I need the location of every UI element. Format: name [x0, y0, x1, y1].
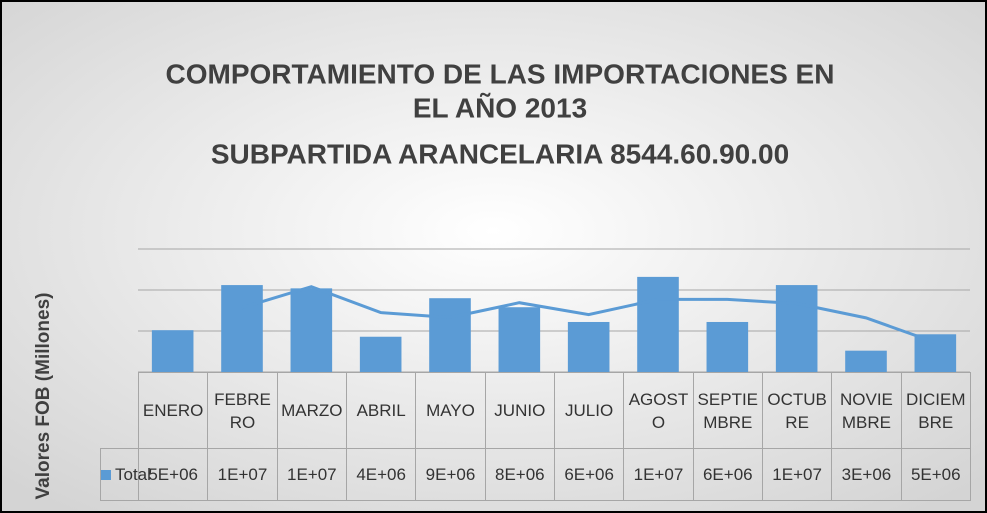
data-label-text: 1E+07: [287, 465, 337, 484]
chart-title: COMPORTAMIENTO DE LAS IMPORTACIONES EN: [166, 58, 835, 89]
data-label: 6E+06: [692, 448, 763, 501]
x-tick-label: ENERO: [137, 372, 209, 449]
bar: [775, 285, 818, 372]
data-label-text: 1E+07: [772, 465, 822, 484]
trendline: [241, 285, 936, 344]
x-tick-label: OCTUBRE: [761, 372, 833, 449]
data-label-text: 6E+06: [702, 465, 753, 484]
bar: [845, 350, 887, 372]
x-tick-label-text: DICIEMBRE: [906, 389, 966, 432]
x-tick-label: SEPTIEMBRE: [692, 372, 763, 449]
x-tick-label-text: JUNIO: [494, 401, 546, 420]
data-label-text: 1E+07: [633, 465, 684, 484]
bar: [637, 276, 679, 372]
x-tick-label-text: SEPTIEMBRE: [697, 389, 759, 432]
data-label-text: 4E+06: [356, 465, 406, 484]
x-tick-label: ABRIL: [345, 372, 417, 449]
x-tick-label-text: FEBRERO: [214, 389, 271, 432]
x-tick-label-text: ABRIL: [356, 401, 406, 420]
data-label-text: 5E+06: [148, 465, 198, 484]
bar: [429, 298, 471, 372]
data-label-text: 3E+06: [841, 465, 892, 484]
data-table: ENERO FEBRERO MARZO ABRIL MAYO JUNIO JULIO AGOS…: [100, 372, 971, 501]
x-tick-label: MAYO: [415, 372, 486, 449]
x-tick-label: MARZO: [276, 372, 347, 449]
legend-entry: Total: [100, 448, 151, 501]
x-tick-label: NOVIEMBRE: [831, 372, 902, 449]
data-label: 1E+07: [623, 448, 694, 501]
x-tick-label-text: MAYO: [426, 401, 475, 420]
table-row: ENERO FEBRERO MARZO ABRIL MAYO JUNIO JULIO AGOS…: [100, 372, 971, 449]
table-corner: [100, 372, 139, 449]
data-label: 4E+06: [345, 448, 417, 501]
data-label-text: 5E+06: [910, 465, 961, 484]
table-row: Total 5E+06 1E+07 1E+07 4E+06 9E+06 8E+06 6E+06…: [100, 448, 971, 501]
x-tick-label-text: JULIO: [565, 401, 614, 420]
x-tick-label: JUNIO: [484, 372, 555, 449]
bar: [498, 307, 541, 372]
data-label: 1E+07: [207, 448, 278, 501]
data-label: 9E+06: [415, 448, 486, 501]
x-tick-label-text: MARZO: [281, 401, 343, 420]
x-tick-label-text: NOVIEMBRE: [839, 389, 893, 432]
x-tick-label: AGOSTO: [623, 372, 694, 449]
data-label: 6E+06: [553, 448, 625, 501]
x-tick-label: JULIO: [553, 372, 625, 449]
bar: [567, 321, 610, 372]
data-label-text: 9E+06: [425, 465, 476, 484]
data-label: 8E+06: [484, 448, 555, 501]
data-label: 5E+06: [900, 448, 971, 501]
x-tick-label: FEBRERO: [207, 372, 278, 449]
bar: [290, 288, 333, 372]
x-tick-label-text: ENERO: [142, 401, 204, 420]
chart-title: EL AÑO 2013: [413, 92, 587, 123]
data-label: 3E+06: [831, 448, 902, 501]
y-axis-label: Valores FOB (Millones): [33, 293, 54, 500]
bar: [151, 330, 194, 372]
bar: [359, 336, 402, 372]
data-label-text: 1E+07: [217, 465, 268, 484]
bar: [706, 321, 749, 372]
x-tick-label-text: AGOSTO: [628, 389, 689, 432]
legend-label: Total: [115, 465, 151, 484]
x-tick-label: DICIEMBRE: [900, 372, 971, 449]
bar: [914, 334, 957, 372]
data-label: 5E+06: [137, 448, 209, 501]
data-label-text: 8E+06: [494, 465, 545, 484]
bar: [221, 285, 263, 372]
chart-title: SUBPARTIDA ARANCELARIA 8544.60.90.00: [211, 138, 789, 169]
legend-swatch: [101, 470, 111, 480]
data-label: 1E+07: [761, 448, 833, 501]
data-label: 1E+07: [276, 448, 347, 501]
data-label-text: 6E+06: [564, 465, 614, 484]
x-tick-label-text: OCTUBRE: [767, 389, 827, 432]
